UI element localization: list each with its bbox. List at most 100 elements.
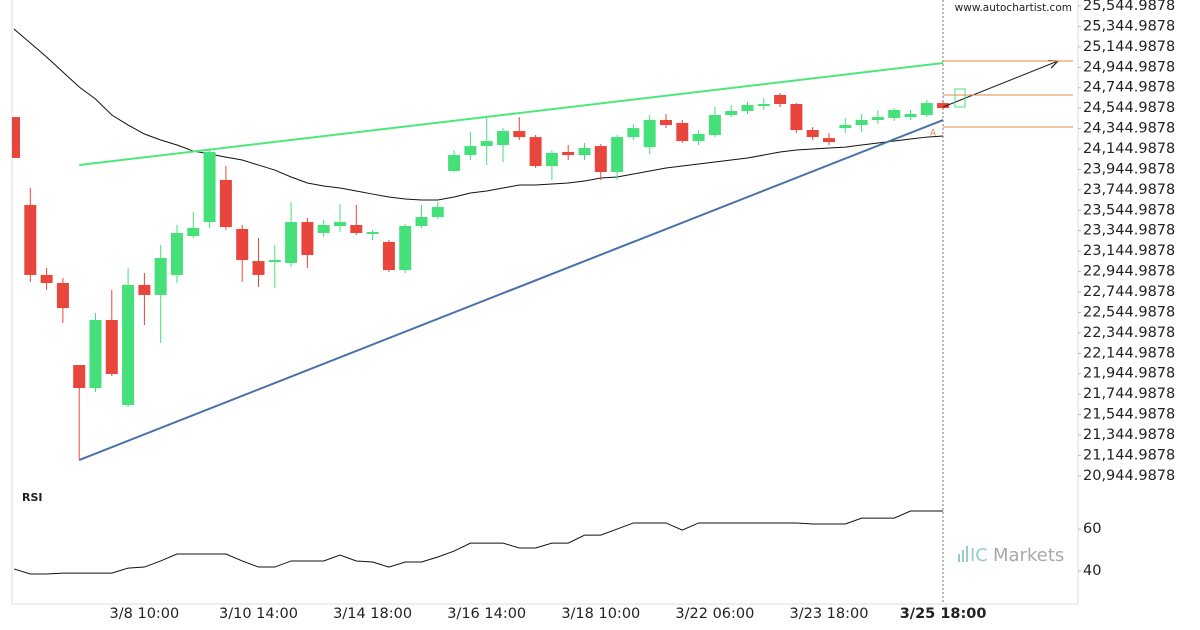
candle-body (219, 179, 232, 228)
candle-body (692, 134, 705, 142)
candle-body (806, 130, 819, 138)
candle-body (382, 241, 395, 271)
forecast-arrow (942, 61, 1058, 108)
candle-body (545, 152, 558, 166)
brand-name: Markets (993, 545, 1064, 566)
y-tick-label: 22,944.9878 (1083, 264, 1175, 280)
candle-body (431, 207, 444, 218)
y-tick-label: 24,344.9878 (1083, 121, 1175, 137)
y-tick-label: 25,344.9878 (1083, 18, 1175, 34)
y-tick-label: 21,344.9878 (1083, 427, 1175, 443)
candle-body (187, 227, 200, 237)
y-tick-label: 21,944.9878 (1083, 366, 1175, 382)
x-tick-label: 3/23 18:00 (790, 606, 869, 622)
y-tick-label: 25,544.9878 (1083, 0, 1175, 14)
x-tick-label: 3/10 14:00 (219, 606, 298, 622)
candle-body (40, 274, 53, 284)
candle-body (301, 222, 314, 256)
x-tick-label: 3/25 18:00 (900, 606, 987, 622)
y-tick-label: 24,744.9878 (1083, 80, 1175, 96)
candle-body (790, 103, 803, 131)
candle-body (252, 261, 265, 275)
candle-body (513, 131, 526, 138)
candle-body (105, 319, 118, 375)
logo-bar (962, 550, 964, 562)
candle-body (676, 122, 689, 142)
candle-body (774, 94, 787, 104)
rsi-tick-label: 40 (1083, 563, 1101, 579)
y-tick-label: 21,144.9878 (1083, 447, 1175, 463)
brand-prefix: IC (970, 545, 988, 566)
y-tick-label: 20,944.9878 (1083, 468, 1175, 484)
y-tick-label: 23,944.9878 (1083, 161, 1175, 177)
y-tick-label: 23,344.9878 (1083, 223, 1175, 239)
candle-body (529, 137, 542, 166)
brand-logo: IC Markets (958, 545, 1064, 566)
logo-bar (966, 546, 968, 562)
rsi-tick-label: 60 (1083, 521, 1101, 537)
candle-body (24, 204, 37, 275)
candle-body (56, 283, 69, 309)
candle-body (855, 120, 868, 126)
candle-body (285, 222, 298, 263)
y-tick-label: 25,144.9878 (1083, 39, 1175, 55)
candle-body (904, 113, 917, 118)
candle-body (611, 137, 624, 172)
x-tick-label: 3/14 18:00 (333, 606, 412, 622)
candle-body (725, 111, 738, 116)
candle-body (236, 228, 249, 261)
candle-body (415, 217, 428, 227)
x-tick-label: 3/18 10:00 (561, 606, 640, 622)
candle-body (920, 103, 933, 116)
y-tick-label: 22,144.9878 (1083, 345, 1175, 361)
watermark: www.autochartist.com (955, 2, 1072, 14)
x-tick-label: 3/8 10:00 (110, 606, 180, 622)
candle-body (12, 117, 20, 159)
y-tick-label: 23,144.9878 (1083, 243, 1175, 259)
candle-body (643, 120, 656, 148)
y-tick-label: 22,544.9878 (1083, 304, 1175, 320)
candle-body (562, 151, 575, 156)
candle-body (448, 155, 461, 171)
y-tick-label: 23,544.9878 (1083, 202, 1175, 218)
rsi-title: RSI (22, 491, 43, 504)
candle-body (757, 103, 770, 107)
candle-body (122, 284, 135, 405)
plot-area (12, 28, 950, 575)
x-tick-label: 3/22 06:00 (675, 606, 754, 622)
candle-body (89, 319, 102, 389)
candle-body (480, 141, 493, 147)
candle-body (627, 128, 640, 138)
y-tick-label: 24,544.9878 (1083, 100, 1175, 116)
trendline (79, 62, 944, 167)
candle-body (334, 222, 346, 227)
candle-body (578, 147, 591, 156)
candle-body (350, 225, 363, 233)
candle-body (741, 104, 754, 112)
candle-body (871, 117, 884, 121)
y-tick-label: 23,744.9878 (1083, 182, 1175, 198)
y-tick-label: 22,344.9878 (1083, 325, 1175, 341)
candle-body (823, 138, 835, 143)
candle-body (317, 225, 330, 233)
candle-body (464, 146, 477, 156)
candle-body (171, 232, 183, 276)
moving-average (13, 28, 944, 201)
candle-body (154, 257, 167, 295)
y-tick-label: 24,944.9878 (1083, 59, 1175, 75)
candle-body (594, 146, 607, 172)
logo-bar (958, 554, 960, 562)
candle-body (203, 151, 216, 223)
y-tick-label: 21,544.9878 (1083, 407, 1175, 423)
candle-body (888, 109, 901, 118)
y-tick-label: 21,744.9878 (1083, 386, 1175, 402)
candle-body (399, 226, 412, 271)
rsi-line (13, 510, 944, 575)
candle-body (839, 125, 852, 129)
candle-body (366, 231, 379, 234)
candle-body (708, 115, 721, 136)
candle-body (138, 284, 151, 295)
